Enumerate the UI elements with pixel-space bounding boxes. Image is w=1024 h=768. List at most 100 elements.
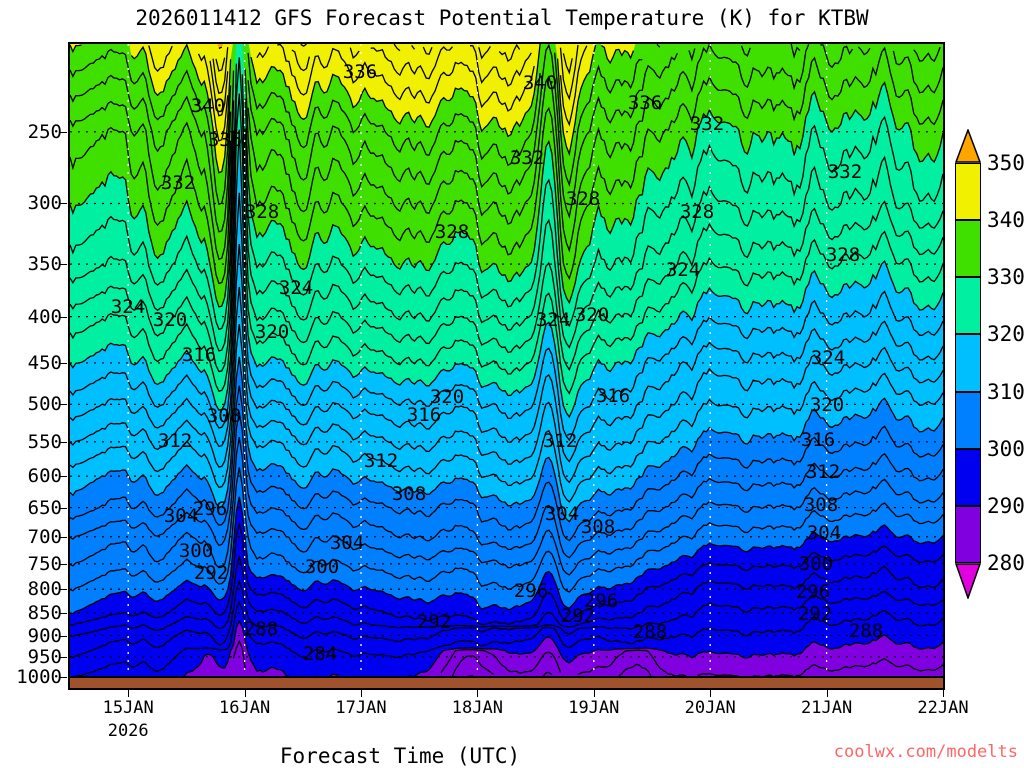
- contour-label: 320: [810, 394, 844, 416]
- colorbar-cap-low: [954, 563, 982, 601]
- y-axis-tick-label: 250: [27, 120, 62, 143]
- y-axis-tick-label: 650: [27, 496, 62, 519]
- x-axis-tick-mark: [710, 690, 712, 697]
- y-axis-tick-label: 750: [27, 552, 62, 575]
- contour-label: 320: [153, 309, 187, 331]
- contour-line: [70, 57, 943, 373]
- contour-line: [70, 556, 943, 638]
- contour-label: 332: [510, 147, 544, 169]
- x-axis-tick-label: 18JAN: [451, 698, 503, 718]
- y-axis-tick-label: 600: [27, 465, 62, 488]
- colorbar-segment: [955, 391, 981, 449]
- contour-line: [70, 356, 943, 523]
- x-axis-tick-mark: [361, 690, 362, 697]
- y-axis-tick-mark: [60, 613, 67, 615]
- y-axis-tick-mark: [60, 536, 67, 538]
- contour-label: 308: [804, 494, 838, 516]
- y-axis-tick-label: 1000: [16, 666, 62, 688]
- contour-line: [70, 44, 661, 206]
- contour-line: [70, 436, 943, 576]
- colorbar-segment: [955, 505, 981, 563]
- colorbar-tick-label: 310: [987, 379, 1024, 404]
- contour-label: 312: [158, 430, 192, 452]
- contour-line: [70, 129, 943, 419]
- contour-label: 292: [417, 611, 451, 633]
- colorbar-tick-label: 320: [987, 322, 1024, 347]
- contour-label: 300: [179, 540, 213, 562]
- y-axis-tick-mark: [60, 203, 67, 205]
- contour-label: 316: [801, 429, 835, 451]
- contour-label: 312: [364, 450, 398, 472]
- contour-label: 296: [584, 590, 618, 612]
- x-axis-tick-mark: [244, 690, 246, 697]
- contour-line: [70, 115, 943, 330]
- contour-label: 332: [161, 172, 195, 194]
- contour-label: 320: [575, 304, 609, 326]
- y-axis-tick-label: 400: [27, 305, 62, 328]
- colorbar-segment: [955, 448, 981, 506]
- contour-label: 292: [561, 605, 595, 627]
- x-axis-tick-mark: [826, 690, 828, 697]
- plot-area: 340 336 336 340 336 332 332 332 332 328 328 328 328 3…: [68, 42, 945, 690]
- contour-label: 324: [536, 309, 570, 331]
- colorbar-tick-label: 300: [987, 436, 1024, 461]
- contour-label: 328: [566, 188, 600, 210]
- contour-line: [70, 467, 943, 593]
- colorbar-segment: [955, 277, 981, 335]
- contour-line: [70, 244, 943, 463]
- contour-line: [75, 600, 943, 678]
- contour-label: 312: [543, 430, 577, 452]
- y-axis: 250 300 350 400 450 500 550 600 650 700 750 800 850 9…: [0, 0, 68, 768]
- y-axis-tick-mark: [60, 441, 67, 443]
- contour-label: 284: [303, 643, 337, 665]
- contour-label: 332: [828, 161, 862, 183]
- x-axis-tick-label: 15JAN: [102, 698, 154, 718]
- contour-label: 308: [581, 516, 615, 538]
- x-axis-tick-label: 21JAN: [801, 698, 853, 718]
- y-axis-tick-mark: [60, 404, 67, 406]
- y-axis-tick-mark: [60, 589, 67, 591]
- contour-label: 296: [193, 498, 227, 520]
- contour-line: [70, 496, 943, 615]
- colorbar-tick-label: 330: [987, 265, 1024, 290]
- contour-line: [70, 385, 943, 542]
- x-axis-year-label: 2026: [107, 721, 149, 741]
- contour-label: 292: [194, 562, 228, 584]
- contour-band: [217, 44, 224, 49]
- colorbar-tick-label: 350: [987, 151, 1024, 175]
- y-axis-tick-label: 850: [27, 602, 62, 625]
- contour-line: [70, 44, 635, 174]
- contour-line: [70, 324, 943, 504]
- colorbar-segment: [955, 220, 981, 278]
- y-axis-tick-mark: [60, 656, 67, 658]
- contour-label: 328: [826, 244, 860, 266]
- y-axis-tick-mark: [60, 316, 67, 318]
- contour-label: 324: [279, 277, 313, 299]
- y-axis-tick-mark: [60, 476, 67, 478]
- colorbar-tick-label: 280: [987, 551, 1024, 575]
- contour-label: 308: [207, 405, 241, 427]
- contour-label: 320: [430, 386, 464, 408]
- contour-label: 296: [514, 580, 548, 602]
- contour-label: 316: [407, 404, 441, 426]
- y-axis-tick-label: 950: [27, 645, 62, 668]
- contour-label: 308: [392, 483, 426, 505]
- contour-line: [70, 81, 943, 308]
- colorbar-segment: [955, 334, 981, 392]
- contour-line: [232, 639, 943, 678]
- contour-label: 304: [164, 505, 198, 527]
- y-axis-tick-label: 800: [27, 578, 62, 601]
- contour-field: 340 336 336 340 336 332 332 332 332 328 328 328 328 3…: [70, 44, 943, 688]
- contour-line: [451, 655, 652, 677]
- y-axis-tick-mark: [60, 131, 67, 133]
- colorbar-tick-label: 290: [987, 493, 1024, 518]
- contour-band: [70, 44, 943, 307]
- contour-label: 288: [849, 620, 883, 642]
- contour-line: [212, 44, 573, 95]
- contour-line: [209, 44, 579, 117]
- y-axis-tick-label: 700: [27, 525, 62, 548]
- x-axis-tick-label: 19JAN: [568, 698, 620, 718]
- y-axis-tick-mark: [60, 563, 67, 565]
- contour-label: 340: [523, 72, 557, 94]
- y-axis-tick-mark: [60, 635, 67, 637]
